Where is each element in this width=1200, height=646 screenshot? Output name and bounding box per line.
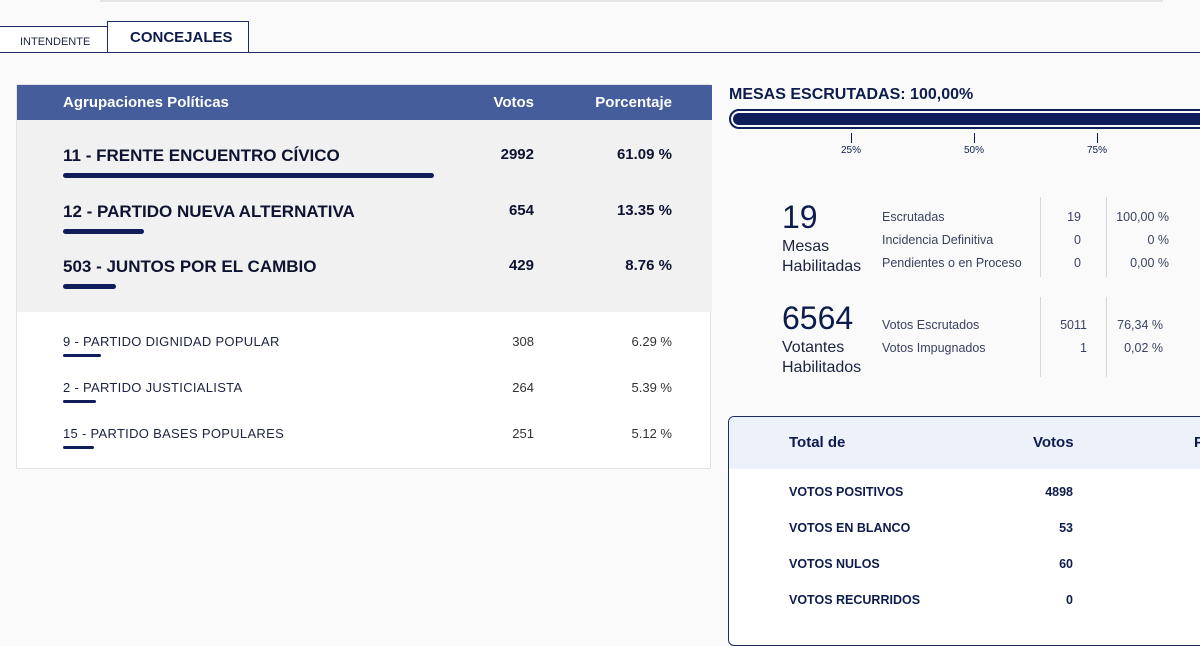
votantes-habilitados-label: Habilitados xyxy=(782,359,862,376)
mesas-habilitadas-label: Habilitadas xyxy=(782,258,862,275)
mesas-progress-bar xyxy=(729,109,1200,129)
totals-header: Total de Votos P xyxy=(729,417,1200,469)
party-percent: 61.09 % xyxy=(616,146,672,163)
totals-row-label: VOTOS NULOS xyxy=(789,557,880,571)
stat-percent: 0,02 % xyxy=(1124,341,1163,355)
totals-votes-header: Votos xyxy=(1033,434,1074,451)
stat-value: 1 xyxy=(1080,341,1087,355)
tab-intendente[interactable]: Intendente xyxy=(0,26,108,53)
stat-label: Incidencia Definitiva xyxy=(882,233,994,247)
stat-label: Escrutadas xyxy=(882,210,945,224)
stat-percent: 0,00 % xyxy=(1130,256,1169,270)
totals-row-votes: 4898 xyxy=(1045,485,1073,499)
party-votes: 308 xyxy=(512,334,534,349)
mesas-habilitadas-label: Mesas xyxy=(782,238,830,255)
party-votes: 654 xyxy=(508,202,534,219)
mesas-progress-fill xyxy=(733,113,1200,125)
tab-concejales[interactable]: CONCEJALES xyxy=(107,21,249,53)
stats-divider xyxy=(1106,197,1107,277)
party-votes: 2992 xyxy=(500,146,534,163)
party-percent: 6.29 % xyxy=(631,334,672,349)
party-name: 15 - PARTIDO BASES POPULARES xyxy=(63,426,285,441)
tabs-divider xyxy=(0,52,1200,53)
votantes-habilitados-number: 6564 xyxy=(782,300,854,336)
party-percent: 5.39 % xyxy=(631,380,672,395)
totals-row-votes: 60 xyxy=(1059,557,1073,571)
party-votes: 429 xyxy=(508,257,534,274)
stats-divider xyxy=(1040,297,1041,377)
results-header: Agrupaciones Políticas Votos Porcentaje xyxy=(17,85,712,120)
stat-percent: 0 % xyxy=(1147,233,1169,247)
party-name: 2 - PARTIDO JUSTICIALISTA xyxy=(63,380,243,395)
stat-value: 5011 xyxy=(1060,318,1087,332)
party-share-bar xyxy=(63,400,96,403)
totals-table: Total de Votos P VOTOS POSITIVOS 4898 VO… xyxy=(728,416,1200,646)
party-percent: 5.12 % xyxy=(631,426,672,441)
percent-column-header: Porcentaje xyxy=(595,94,672,111)
stat-percent: 100,00 % xyxy=(1116,210,1169,224)
party-name: 11 - FRENTE ENCUENTRO CÍVICO xyxy=(63,146,340,165)
totals-row-label: VOTOS EN BLANCO xyxy=(789,521,911,535)
results-table: Agrupaciones Políticas Votos Porcentaje … xyxy=(16,84,712,469)
totals-row-label: VOTOS RECURRIDOS xyxy=(789,593,921,607)
party-share-bar xyxy=(63,446,94,449)
leading-parties-block xyxy=(17,120,712,312)
totals-percent-header: P xyxy=(1194,434,1200,451)
stat-label: Pendientes o en Proceso xyxy=(882,256,1022,270)
party-share-bar xyxy=(63,173,434,178)
party-name: 12 - PARTIDO NUEVA ALTERNATIVA xyxy=(63,202,355,221)
stat-value: 0 xyxy=(1074,256,1081,270)
totals-row-votes: 0 xyxy=(1066,593,1073,607)
party-votes: 264 xyxy=(512,380,534,395)
progress-tick: 75% xyxy=(1077,133,1117,156)
party-column-header: Agrupaciones Políticas xyxy=(63,94,229,111)
stat-label: Votos Impugnados xyxy=(882,341,986,355)
stats-divider xyxy=(1040,197,1041,277)
party-share-bar xyxy=(63,284,116,289)
stat-value: 0 xyxy=(1074,233,1081,247)
progress-tick: 50% xyxy=(954,133,994,156)
party-votes: 251 xyxy=(512,426,534,441)
party-percent: 13.35 % xyxy=(616,202,672,219)
stat-label: Votos Escrutados xyxy=(882,318,980,332)
votantes-habilitados-label: Votantes xyxy=(782,339,845,356)
mesas-escrutadas-title: MESAS ESCRUTADAS: 100,00% xyxy=(729,86,974,103)
votes-column-header: Votos xyxy=(493,94,534,111)
stat-percent: 76,34 % xyxy=(1117,318,1163,332)
party-percent: 8.76 % xyxy=(625,257,672,274)
stat-value: 19 xyxy=(1067,210,1081,224)
party-name: 9 - PARTIDO DIGNIDAD POPULAR xyxy=(63,334,280,349)
party-share-bar xyxy=(63,229,144,234)
top-divider xyxy=(100,0,1163,2)
stats-divider xyxy=(1106,297,1107,377)
party-share-bar xyxy=(63,354,101,357)
progress-tick: 25% xyxy=(831,133,871,156)
totals-row-votes: 53 xyxy=(1059,521,1073,535)
mesas-habilitadas-number: 19 xyxy=(782,199,818,235)
party-name: 503 - JUNTOS POR EL CAMBIO xyxy=(63,257,317,276)
totals-label-header: Total de xyxy=(789,434,846,451)
totals-row-label: VOTOS POSITIVOS xyxy=(789,485,904,499)
